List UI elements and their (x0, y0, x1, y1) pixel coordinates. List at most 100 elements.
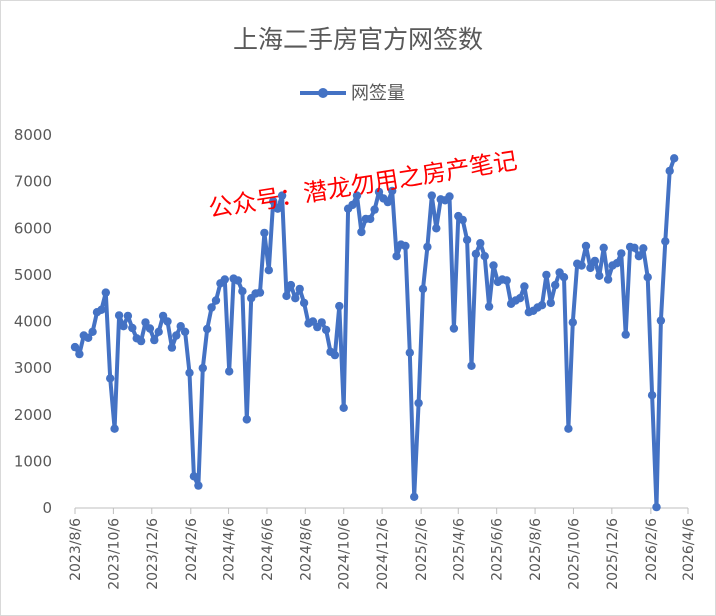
data-point (414, 398, 423, 408)
data-point (225, 367, 234, 376)
data-point (392, 252, 401, 261)
data-point (639, 244, 648, 253)
data-point (449, 324, 459, 333)
data-point (559, 273, 569, 282)
data-point (366, 214, 375, 224)
data-point (388, 186, 397, 196)
data-point (264, 266, 273, 275)
data-point (220, 275, 229, 284)
data-point (198, 363, 207, 373)
data-point (418, 284, 428, 294)
y-tick-label: 5000 (14, 266, 52, 284)
data-point (150, 335, 159, 345)
x-tick-label: 2023/8/6 (68, 518, 84, 581)
data-point (427, 191, 436, 200)
data-point (445, 192, 454, 201)
data-point (189, 472, 199, 481)
data-point (242, 415, 251, 424)
data-point (141, 318, 150, 327)
x-tick-label: 2025/2/6 (414, 518, 430, 581)
data-point (154, 327, 163, 336)
data-point (603, 275, 613, 284)
data-point (238, 287, 247, 296)
x-tick-label: 2025/10/6 (566, 518, 582, 590)
data-point (330, 350, 340, 360)
data-point (255, 288, 265, 297)
data-point (471, 249, 481, 259)
data-point (348, 200, 357, 210)
data-point (114, 311, 124, 320)
legend-label: 网签量 (351, 83, 405, 104)
data-point (515, 294, 525, 303)
x-tick-label: 2025/12/6 (605, 518, 621, 590)
data-point (405, 348, 414, 357)
data-point (410, 492, 419, 501)
data-point (590, 256, 600, 266)
y-tick-label: 7000 (14, 173, 52, 191)
data-point (480, 252, 489, 261)
data-point (291, 294, 300, 303)
x-tick-label: 2026/4/6 (681, 518, 697, 581)
data-point (277, 191, 287, 200)
data-point (119, 322, 128, 331)
data-point (203, 324, 212, 334)
legend: 网签量 (300, 83, 405, 104)
data-point (467, 361, 476, 370)
data-point (352, 191, 362, 200)
data-point (110, 424, 119, 433)
x-tick-label: 2023/10/6 (106, 518, 122, 590)
data-point (401, 241, 410, 251)
data-point (106, 374, 115, 383)
data-point (282, 291, 291, 301)
data-point (194, 481, 203, 490)
data-point (317, 318, 326, 327)
data-point (432, 224, 441, 233)
data-point (211, 296, 221, 305)
data-point (167, 343, 177, 352)
data-point (136, 336, 146, 346)
data-point (269, 197, 278, 206)
y-tick-label: 3000 (14, 359, 52, 377)
data-point (502, 276, 511, 285)
plot-area (70, 154, 679, 512)
y-tick-label: 1000 (14, 452, 52, 470)
data-point (260, 228, 269, 238)
y-tick-label: 2000 (14, 406, 52, 424)
data-point (489, 261, 498, 270)
data-point (476, 239, 485, 248)
data-point (321, 325, 331, 335)
data-point (370, 205, 379, 214)
data-point (128, 323, 137, 333)
x-tick-label: 2025/8/6 (528, 518, 544, 581)
x-tick-label: 2024/6/6 (260, 518, 276, 581)
y-tick-label: 6000 (14, 219, 52, 237)
data-point (595, 271, 604, 280)
data-point (357, 227, 366, 237)
chart-title: 上海二手房官方网签数 (233, 25, 483, 54)
data-point (484, 302, 494, 311)
data-point (163, 317, 172, 326)
x-tick-label: 2025/4/6 (451, 518, 467, 581)
data-point (123, 311, 133, 321)
data-point (656, 316, 666, 325)
data-point (577, 261, 586, 270)
data-point (70, 342, 80, 352)
data-point (97, 305, 106, 314)
data-point (383, 197, 392, 207)
data-point (180, 327, 190, 336)
data-point (643, 273, 652, 282)
data-point (295, 284, 304, 294)
data-point (551, 280, 560, 290)
data-point (233, 276, 243, 285)
data-point (88, 327, 97, 336)
data-point (207, 303, 216, 312)
data-point (273, 204, 282, 213)
data-point (599, 243, 608, 252)
data-point (661, 237, 670, 246)
data-point (335, 301, 344, 311)
data-point (101, 288, 111, 297)
data-point (647, 391, 657, 400)
data-point (568, 318, 577, 327)
x-tick-label: 2024/8/6 (298, 518, 314, 581)
